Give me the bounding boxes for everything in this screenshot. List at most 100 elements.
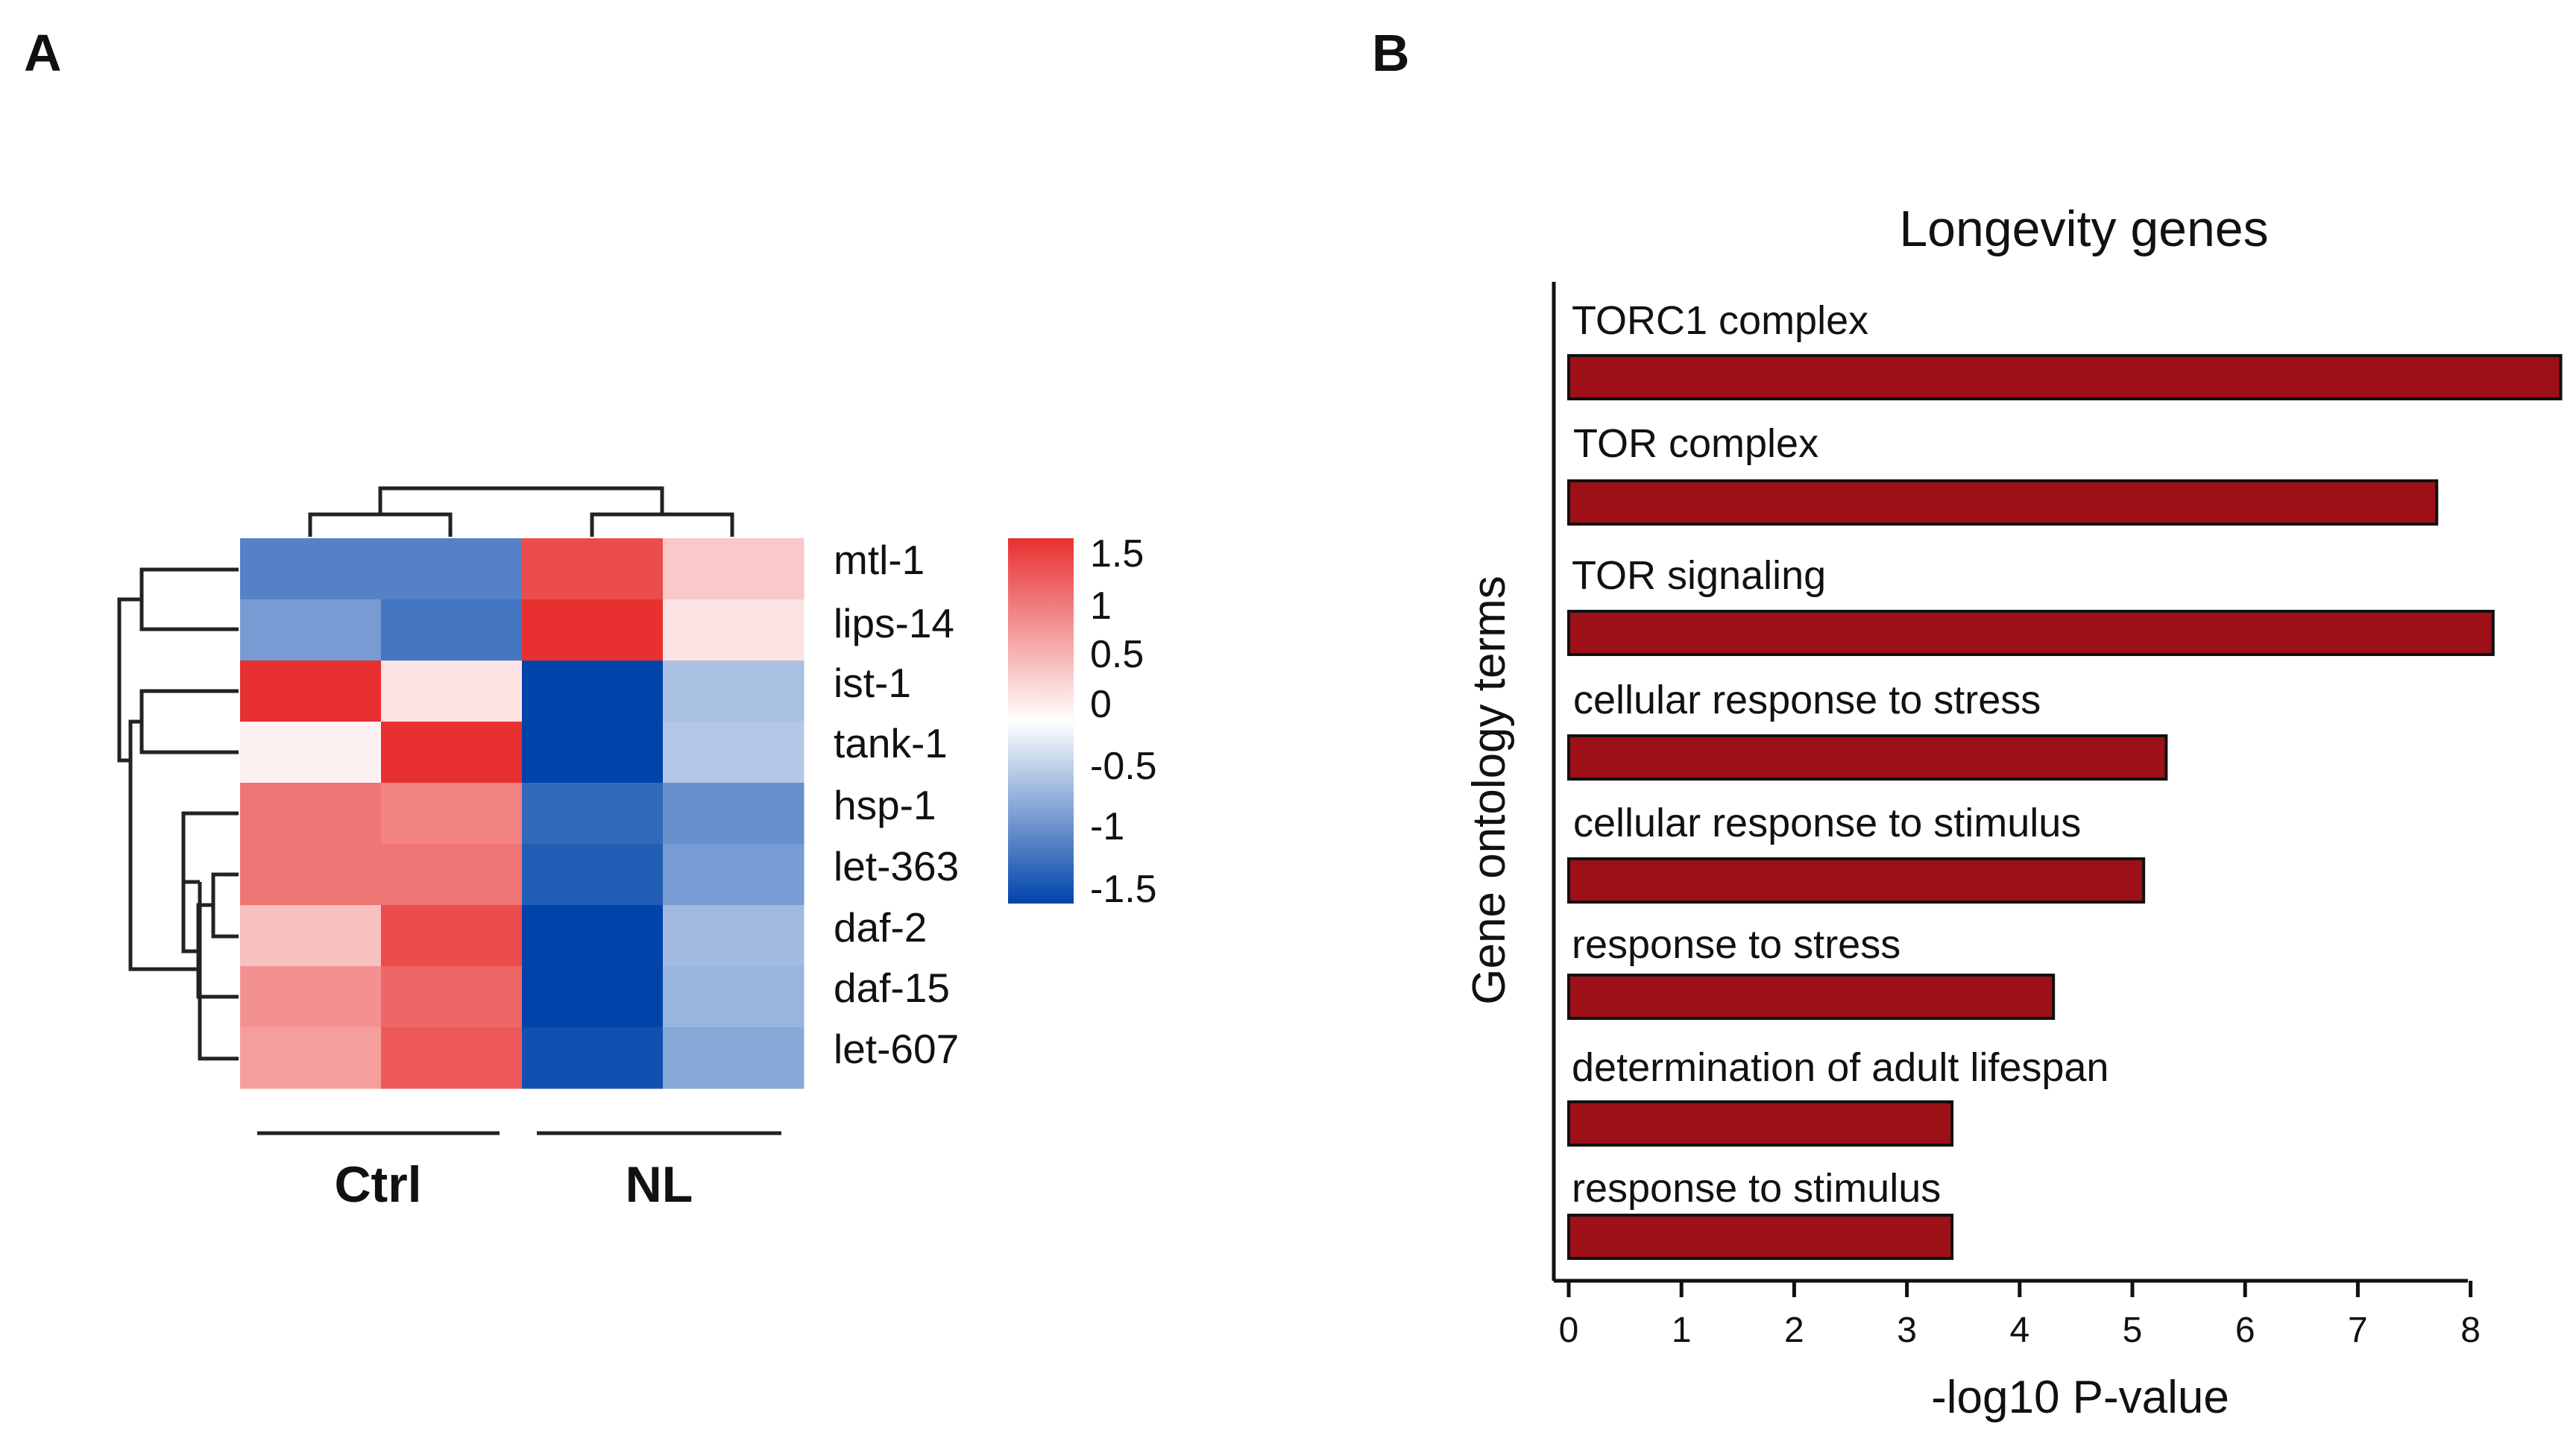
bar-label-torc1-complex: TORC1 complex [1572, 298, 1868, 343]
heatmap-cell-let-363-NL-2 [663, 844, 804, 906]
heatmap-cell-daf-15-NL-2 [663, 966, 804, 1028]
heatmap-cell-ist-1-Ctrl-1 [240, 661, 382, 722]
x-tick-label-2: 2 [1784, 1311, 1804, 1350]
legend-tick-neg1.5: -1.5 [1090, 868, 1157, 911]
x-tick-label-0: 0 [1559, 1311, 1579, 1350]
heatmap-cell-daf-2-NL-2 [663, 905, 804, 967]
x-tick-label-5: 5 [2123, 1311, 2143, 1350]
heatmap-cell-hsp-1-NL-1 [522, 783, 664, 845]
heatmap-panel: Ctrl NL mtl-1 lips-14 ist-1 tank-1 hsp-1… [117, 486, 1157, 1213]
heatmap-cell-daf-2-NL-1 [522, 905, 664, 967]
heatmap-cell-lips-14-NL-2 [663, 599, 804, 661]
bar-cellular-response-to-stimulus [1567, 857, 2146, 904]
heatmap-cell-hsp-1-Ctrl-2 [381, 783, 523, 845]
heatmap-cell-daf-15-NL-1 [522, 966, 664, 1028]
heatmap-cell-tank-1-Ctrl-1 [240, 722, 382, 784]
row-dendrogram-sub1 [211, 872, 239, 939]
heatmap-cell-let-363-Ctrl-2 [381, 844, 523, 906]
row-dendrogram-top [139, 567, 239, 631]
heatmap-cell-lips-14-Ctrl-2 [381, 599, 523, 661]
legend-tick-neg1: -1 [1090, 805, 1124, 848]
row-label-let-363: let-363 [834, 843, 959, 889]
group-label-ctrl: Ctrl [334, 1156, 421, 1213]
legend-tick-1: 1 [1090, 584, 1112, 628]
bar-tor-signaling [1567, 610, 2495, 656]
bar-label-tor-signaling: TOR signaling [1572, 553, 1826, 598]
row-label-lips-14: lips-14 [834, 600, 954, 646]
bar-category-labels: TORC1 complex TOR complex TOR signaling … [1572, 298, 2109, 1211]
heatmap-cell-hsp-1-Ctrl-1 [240, 783, 382, 845]
legend-tick-1.5: 1.5 [1090, 532, 1144, 576]
row-label-ist-1: ist-1 [834, 660, 911, 706]
row-dendrogram-upper [128, 719, 200, 971]
bar-cellular-response-to-stress [1567, 734, 2168, 781]
legend-tick-0.5: 0.5 [1090, 633, 1144, 676]
bar-label-determination-of-adult-lifespan: determination of adult lifespan [1572, 1045, 2109, 1090]
row-dendrogram-sub2 [196, 903, 239, 999]
heatmap-cell-hsp-1-NL-2 [663, 783, 804, 845]
heatmap-cell-tank-1-NL-2 [663, 722, 804, 784]
legend-tick-neg0.5: -0.5 [1090, 745, 1157, 788]
bar-chart-panel: Longevity genes Gene ontology terms TORC… [1464, 201, 2563, 1423]
x-tick-label-7: 7 [2348, 1311, 2368, 1350]
color-legend-bar [1008, 538, 1074, 904]
x-axis-label: -log10 P-value [1931, 1372, 2229, 1423]
heatmap-cells [240, 538, 804, 1089]
color-legend-ticks: 1.5 1 0.5 0 -0.5 -1 -1.5 [1090, 532, 1157, 911]
column-dendrogram-nl [590, 512, 734, 537]
heatmap-cell-mtl-1-NL-1 [522, 538, 664, 600]
heatmap-cell-tank-1-Ctrl-2 [381, 722, 523, 784]
row-label-mtl-1: mtl-1 [834, 537, 925, 583]
column-dendrogram [308, 486, 734, 537]
heatmap-cell-lips-14-NL-1 [522, 599, 664, 661]
x-axis-ticks: 0 1 2 3 4 5 6 7 8 [1559, 1281, 2481, 1350]
row-label-tank-1: tank-1 [834, 720, 948, 766]
bar-label-cellular-response-to-stimulus: cellular response to stimulus [1573, 801, 2081, 845]
row-dendrogram-root [117, 597, 142, 763]
row-label-daf-15: daf-15 [834, 965, 950, 1011]
heatmap-cell-daf-2-Ctrl-2 [381, 905, 523, 967]
group-label-nl: NL [626, 1156, 693, 1213]
bar-label-cellular-response-to-stress: cellular response to stress [1573, 678, 2041, 722]
x-tick-label-8: 8 [2460, 1311, 2481, 1350]
heatmap-cell-mtl-1-NL-2 [663, 538, 804, 600]
heatmap-cell-let-363-NL-1 [522, 844, 664, 906]
heatmap-cell-ist-1-NL-1 [522, 661, 664, 722]
row-dendrogram-mid [139, 689, 239, 754]
x-tick-label-1: 1 [1672, 1311, 1692, 1350]
heatmap-cell-daf-2-Ctrl-1 [240, 905, 382, 967]
y-axis-label: Gene ontology terms [1464, 576, 1515, 1005]
bar-label-tor-complex: TOR complex [1573, 421, 1818, 466]
row-label-let-607: let-607 [834, 1026, 959, 1072]
bar-torc1-complex [1567, 354, 2563, 400]
x-tick-label-3: 3 [1897, 1311, 1917, 1350]
legend-tick-0: 0 [1090, 683, 1112, 726]
row-dendrogram-sub5 [198, 882, 239, 1061]
row-label-hsp-1: hsp-1 [834, 782, 936, 828]
heatmap-cell-tank-1-NL-1 [522, 722, 664, 784]
heatmap-cell-let-363-Ctrl-1 [240, 844, 382, 906]
bars [1567, 354, 2563, 1260]
bar-tor-complex [1567, 479, 2439, 526]
bar-label-response-to-stimulus: response to stimulus [1572, 1166, 1941, 1211]
x-tick-label-6: 6 [2235, 1311, 2255, 1350]
row-dendrogram [117, 567, 239, 1061]
panel-label-b: B [1372, 24, 1410, 82]
heatmap-cell-ist-1-Ctrl-2 [381, 661, 523, 722]
heatmap-row-labels: mtl-1 lips-14 ist-1 tank-1 hsp-1 let-363… [834, 537, 959, 1072]
heatmap-cell-let-607-Ctrl-2 [381, 1027, 523, 1089]
bar-chart-title: Longevity genes [1899, 201, 2268, 257]
row-label-daf-2: daf-2 [834, 904, 927, 951]
heatmap-cell-mtl-1-Ctrl-1 [240, 538, 382, 600]
bar-determination-of-adult-lifespan [1567, 1100, 1954, 1147]
heatmap-cell-let-607-NL-2 [663, 1027, 804, 1089]
column-dendrogram-ctrl [308, 512, 453, 537]
column-dendrogram-root [378, 486, 664, 514]
heatmap-cell-lips-14-Ctrl-1 [240, 599, 382, 661]
heatmap-cell-let-607-NL-1 [522, 1027, 664, 1089]
heatmap-cell-let-607-Ctrl-1 [240, 1027, 382, 1089]
x-tick-label-4: 4 [2009, 1311, 2029, 1350]
bar-response-to-stimulus [1567, 1214, 1954, 1260]
heatmap-cell-mtl-1-Ctrl-2 [381, 538, 523, 600]
